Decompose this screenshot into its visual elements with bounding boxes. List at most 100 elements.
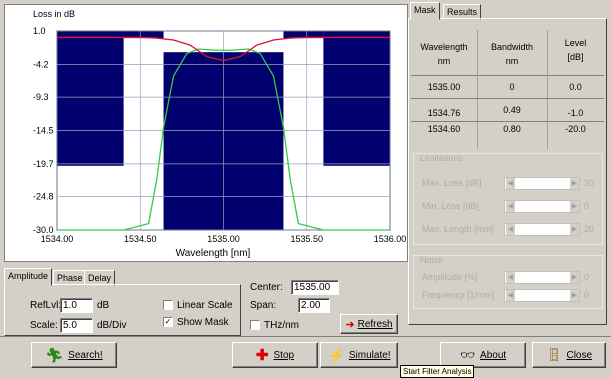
refresh-button[interactable]: ➜ Refresh [340, 314, 398, 334]
linear-scale-checkbox[interactable]: Linear Scale [163, 300, 233, 311]
mask-table-header: Wavelength nm Bandwidth nm Level [dB] [411, 30, 604, 76]
cell-bandwidth: 0 [509, 82, 515, 92]
span-input[interactable]: 2.00 [298, 298, 330, 313]
y-tick-label: -24.8 [33, 192, 54, 202]
cell-wavelength: 1534.60 [427, 124, 461, 134]
about-button[interactable]: 👓︎ About [440, 342, 526, 368]
mask-block [57, 31, 124, 166]
x-tick-label: 1534.00 [41, 234, 74, 244]
scroll-right-icon[interactable]: ▶ [569, 201, 579, 212]
frequency-noise-slider[interactable]: ◀ ▶ [504, 289, 580, 302]
simulate-button[interactable]: ⚡ Simulate! [320, 342, 398, 368]
cell-level: -20.0 [565, 124, 586, 134]
checkbox-box[interactable]: ✓ [163, 317, 173, 328]
table-row[interactable]: 1535.00 0 0.0 [411, 76, 604, 99]
cell-level: -1.0 [567, 108, 584, 118]
mask-tab-body [408, 18, 607, 325]
checkbox-box[interactable] [250, 320, 260, 331]
reflvl-input[interactable]: 1.0 [60, 298, 93, 313]
noise-group: Noise Amplitude [%] ◀ ▶ 0 Frequency [1/mm… [413, 255, 603, 309]
limitations-group: Limitations Max. Loss [dB] ◀ ▶ 30 Min. Lo… [413, 153, 603, 245]
right-panel: Mask Results Wavelength nm Bandwidth nm Le… [408, 2, 607, 326]
search-label: Search! [68, 349, 103, 361]
y-tick-label: -9.3 [33, 92, 49, 102]
mask-block [323, 31, 390, 166]
max-loss-label: Max. Loss [dB] [422, 178, 482, 188]
x-tick-label: 1535.50 [290, 234, 323, 244]
center-input[interactable]: 1535.00 [291, 280, 339, 295]
chart-ylabel: Loss in dB [33, 9, 75, 19]
stop-label: Stop [273, 349, 295, 361]
close-label: Close [566, 349, 593, 361]
lightning-icon: ⚡ [327, 346, 345, 363]
door-icon: 🚪︎ [545, 347, 563, 362]
scroll-left-icon[interactable]: ◀ [505, 224, 515, 235]
display-tabs: Amplitude Phase Delay [4, 268, 241, 336]
amplitude-noise-slider[interactable]: ◀ ▶ [504, 271, 580, 284]
checkbox-box[interactable] [163, 300, 173, 311]
scroll-left-icon[interactable]: ◀ [505, 290, 515, 301]
max-loss-value: 30 [584, 178, 595, 188]
min-loss-value: 0 [584, 201, 590, 211]
tab-delay[interactable]: Delay [84, 270, 116, 286]
mask-block [123, 31, 164, 39]
cell-wavelength: 1534.76 [427, 108, 461, 118]
scroll-right-icon[interactable]: ▶ [569, 290, 579, 301]
y-tick-label: -30.0 [33, 225, 54, 235]
reflvl-unit: dB [97, 300, 110, 311]
y-tick-label: -4.2 [33, 59, 49, 69]
loss-chart: 1.0 -4.2 -9.3 -14.5 -19.7 -24.8 -30.0 1534.00 1… [33, 9, 407, 259]
tab-mask[interactable]: Mask [410, 2, 440, 20]
x-tick-label: 1536.00 [374, 234, 407, 244]
scale-unit: dB/Div [97, 320, 127, 331]
reflvl-label: RefLvl: [30, 300, 62, 311]
cell-wavelength: 1535.00 [427, 82, 461, 92]
col-divider [547, 30, 548, 149]
frequency-noise-label: Frequency [1/mm] [422, 290, 495, 300]
col-bandwidth: Bandwidth nm [490, 42, 534, 66]
scroll-right-icon[interactable]: ▶ [569, 272, 579, 283]
span-label: Span: [250, 300, 277, 311]
chart-xlabel: Wavelength [nm] [176, 248, 251, 259]
x-tick-label: 1535.00 [207, 234, 240, 244]
center-label: Center: [250, 282, 283, 293]
scroll-right-icon[interactable]: ▶ [569, 178, 579, 189]
chart-panel: 1.0 -4.2 -9.3 -14.5 -19.7 -24.8 -30.0 1534.00 1… [4, 4, 408, 262]
limitations-title: Limitations [420, 153, 464, 163]
stop-button[interactable]: ✚ Stop [232, 342, 318, 368]
y-tick-label: -14.5 [33, 126, 54, 136]
tab-amplitude[interactable]: Amplitude [4, 268, 53, 286]
frequency-noise-value: 0 [584, 290, 590, 300]
scale-label: Scale: [30, 320, 58, 331]
scroll-right-icon[interactable]: ▶ [569, 224, 579, 235]
tab-results[interactable]: Results [443, 4, 482, 20]
simulate-label: Simulate! [348, 349, 391, 361]
min-loss-slider[interactable]: ◀ ▶ [504, 200, 580, 213]
thz-nm-checkbox[interactable]: THz/nm [250, 320, 299, 331]
table-row[interactable]: 1534.76 0.49 -1.0 [411, 99, 604, 122]
y-tick-label: 1.0 [33, 26, 46, 36]
max-loss-slider[interactable]: ◀ ▶ [504, 177, 580, 190]
close-button[interactable]: 🚪︎ Close [532, 342, 606, 368]
linear-scale-label: Linear Scale [177, 300, 233, 311]
glasses-icon: 👓︎ [459, 348, 476, 362]
scroll-left-icon[interactable]: ◀ [505, 178, 515, 189]
show-mask-label: Show Mask [177, 317, 229, 328]
amplitude-tab-body [4, 284, 241, 336]
scale-input[interactable]: 5.0 [60, 318, 93, 333]
refresh-arrow-icon: ➜ [345, 318, 355, 331]
mask-table: Wavelength nm Bandwidth nm Level [dB] 1535.… [411, 30, 604, 149]
scroll-left-icon[interactable]: ◀ [505, 272, 515, 283]
runner-icon: 🏃︎ [45, 346, 64, 363]
thz-nm-label: THz/nm [264, 320, 299, 331]
mask-block [283, 31, 324, 39]
x-tick-label: 1534.50 [124, 234, 157, 244]
table-row[interactable]: 1534.60 0.80 -20.0 [411, 122, 604, 142]
max-length-label: Max. Length [mm] [422, 224, 495, 234]
tooltip: Start Filter Analysis [400, 365, 475, 378]
show-mask-checkbox[interactable]: ✓ Show Mask [163, 317, 229, 328]
scroll-left-icon[interactable]: ◀ [505, 201, 515, 212]
cell-level: 0.0 [569, 82, 582, 92]
search-button[interactable]: 🏃︎ Search! [31, 342, 117, 368]
max-length-slider[interactable]: ◀ ▶ [504, 223, 580, 236]
